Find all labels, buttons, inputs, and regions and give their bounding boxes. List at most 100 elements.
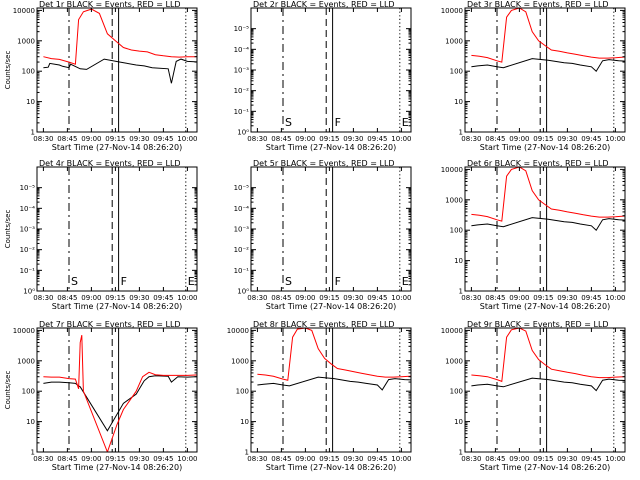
x-tick-label: 08:30: [461, 135, 481, 143]
panel-det-5: Det 5r BLACK = Events, RED = LLD S F E 08:30…: [234, 159, 412, 311]
panel-title: Det 5r BLACK = Events, RED = LLD: [253, 159, 395, 168]
x-tick-label: 09:30: [129, 455, 149, 463]
y-axis-label: Counts/sec: [4, 51, 12, 90]
y-tick-label: 10⁰: [237, 129, 249, 137]
y-tick-label: 1000: [445, 37, 463, 45]
event-marker-label: S: [285, 275, 292, 288]
panel-title: Det 9r BLACK = Events, RED = LLD: [467, 320, 609, 329]
y-tick-label: 1: [31, 449, 35, 457]
x-tick-label: 10:00: [177, 294, 197, 302]
series-lld-line: [471, 167, 625, 222]
event-marker-label: S: [285, 116, 292, 129]
plot-frame: [36, 7, 198, 133]
x-tick-label: 10:00: [391, 135, 411, 143]
panel-det-9: Det 9r BLACK = Events, RED = LLD 08:30 08:…: [441, 320, 626, 472]
x-tick-label: 09:15: [105, 455, 125, 463]
event-marker-label: F: [121, 275, 127, 288]
x-tick-label: 08:45: [485, 455, 505, 463]
y-tick-label: 10: [454, 257, 463, 265]
y-tick-label: 10⁻⁵: [234, 184, 250, 192]
x-tick-label: 09:15: [533, 135, 553, 143]
x-tick-label: 08:45: [271, 135, 291, 143]
x-tick-label: 09:30: [557, 455, 577, 463]
x-tick-label: 08:45: [57, 455, 77, 463]
x-tick-label: 09:00: [295, 455, 315, 463]
y-tick-label: 1: [459, 288, 463, 296]
x-tick-label: 08:30: [461, 455, 481, 463]
x-tick-label: 08:45: [57, 294, 77, 302]
x-tick-label: 08:45: [271, 294, 291, 302]
x-tick-label: 09:30: [129, 135, 149, 143]
series-events-line: [43, 375, 197, 432]
y-tick-label: 10000: [441, 166, 463, 174]
y-tick-label: 10000: [13, 327, 35, 335]
panel-title: Det 3r BLACK = Events, RED = LLD: [467, 0, 609, 9]
y-tick-label: 1000: [445, 357, 463, 365]
y-tick-label: 1000: [17, 37, 35, 45]
x-tick-label: 09:45: [367, 294, 387, 302]
x-tick-label: 10:00: [605, 455, 625, 463]
y-tick-label: 10⁻²: [20, 246, 36, 254]
y-tick-label: 100: [450, 68, 463, 76]
plot-frame: [464, 7, 626, 133]
x-axis-label: Start Time (27-Nov-14 08:26:20): [266, 302, 396, 311]
panel-det-4: Det 4r BLACK = Events, RED = LLD S F E 08:30…: [4, 159, 198, 311]
x-tick-label: 08:45: [271, 455, 291, 463]
series-events-line: [471, 217, 625, 231]
plot-frame: [464, 327, 626, 453]
y-tick-label: 1: [459, 129, 463, 137]
y-tick-label: 10: [240, 418, 249, 426]
series-events-line: [43, 58, 197, 84]
y-tick-label: 10⁻⁵: [234, 25, 250, 33]
plot-frame: [36, 166, 198, 292]
x-tick-label: 10:00: [177, 135, 197, 143]
panel-det-3: Det 3r BLACK = Events, RED = LLD 08:30 08:…: [441, 0, 626, 152]
x-tick-label: 09:00: [509, 455, 529, 463]
x-axis-label: Start Time (27-Nov-14 08:26:20): [52, 143, 182, 152]
y-tick-label: 10: [454, 98, 463, 106]
y-tick-label: 10⁻³: [234, 226, 250, 234]
x-tick-label: 09:30: [557, 294, 577, 302]
x-tick-label: 09:45: [367, 135, 387, 143]
x-tick-label: 09:45: [367, 455, 387, 463]
y-tick-label: 100: [22, 68, 35, 76]
x-tick-label: 08:30: [247, 135, 267, 143]
event-marker-label: F: [335, 275, 341, 288]
y-tick-label: 10⁻³: [20, 226, 36, 234]
x-tick-label: 09:00: [81, 455, 101, 463]
y-tick-label: 10⁻¹: [234, 267, 250, 275]
x-tick-label: 09:00: [509, 135, 529, 143]
y-tick-label: 100: [450, 388, 463, 396]
y-tick-label: 10⁻¹: [234, 108, 250, 116]
x-tick-label: 09:00: [509, 294, 529, 302]
panel-det-2: Det 2r BLACK = Events, RED = LLD S F E 08:30…: [234, 0, 412, 152]
x-axis-label: Start Time (27-Nov-14 08:26:20): [266, 463, 396, 472]
panel-det-1: Det 1r BLACK = Events, RED = LLD 08:30 08:…: [4, 0, 198, 152]
x-axis-label: Start Time (27-Nov-14 08:26:20): [266, 143, 396, 152]
y-tick-label: 100: [22, 388, 35, 396]
x-axis-label: Start Time (27-Nov-14 08:26:20): [52, 302, 182, 311]
x-tick-label: 09:45: [153, 135, 173, 143]
series-lld-line: [471, 8, 625, 63]
x-tick-label: 09:45: [153, 455, 173, 463]
x-tick-label: 10:00: [605, 294, 625, 302]
x-tick-label: 10:00: [177, 455, 197, 463]
x-axis-label: Start Time (27-Nov-14 08:26:20): [52, 463, 182, 472]
y-tick-label: 10⁻⁵: [20, 184, 36, 192]
x-tick-label: 09:45: [581, 135, 601, 143]
x-tick-label: 08:30: [247, 294, 267, 302]
panel-title: Det 2r BLACK = Events, RED = LLD: [253, 0, 395, 9]
y-axis-label: Counts/sec: [4, 210, 12, 249]
x-tick-label: 09:15: [319, 135, 339, 143]
x-tick-label: 09:15: [105, 135, 125, 143]
y-tick-label: 10⁰: [23, 288, 35, 296]
x-tick-label: 09:15: [533, 294, 553, 302]
plot-frame: [250, 327, 412, 453]
y-axis-label: Counts/sec: [4, 371, 12, 410]
x-axis-label: Start Time (27-Nov-14 08:26:20): [480, 302, 610, 311]
x-tick-label: 10:00: [391, 294, 411, 302]
plot-frame: [36, 327, 198, 453]
y-tick-label: 10⁰: [237, 288, 249, 296]
x-tick-label: 08:30: [33, 135, 53, 143]
